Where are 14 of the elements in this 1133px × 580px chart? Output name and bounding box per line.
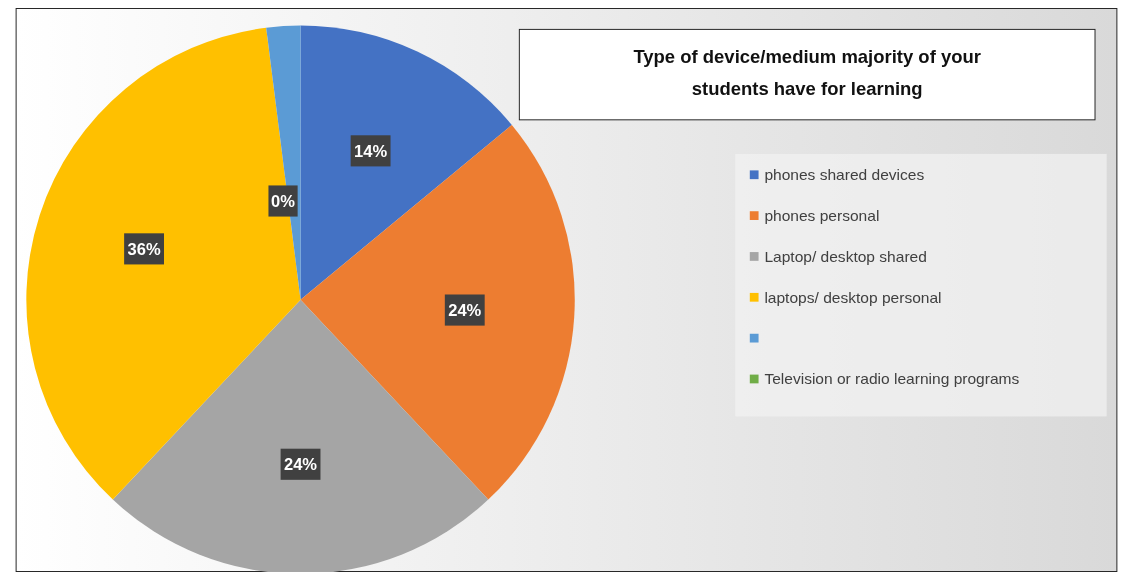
pie-slice (112, 299, 489, 572)
legend-label: laptops/ desktop personal (764, 288, 942, 306)
data-label: 24% (284, 455, 318, 475)
legend-label: phones shared devices (764, 166, 925, 184)
data-label: 24% (448, 300, 482, 320)
text: 0% (271, 191, 295, 211)
data-label: 36% (127, 239, 161, 259)
data-label: 14% (354, 141, 388, 161)
legend-label: Laptop/ desktop shared (764, 247, 927, 265)
legend-label: Television or radio learning programs (764, 370, 1020, 388)
text: Type of device/medium majority of your students have for learning (633, 46, 981, 99)
pie-slice (266, 25, 301, 300)
legend-label: phones personal (764, 206, 880, 224)
pie-slice (300, 25, 512, 300)
